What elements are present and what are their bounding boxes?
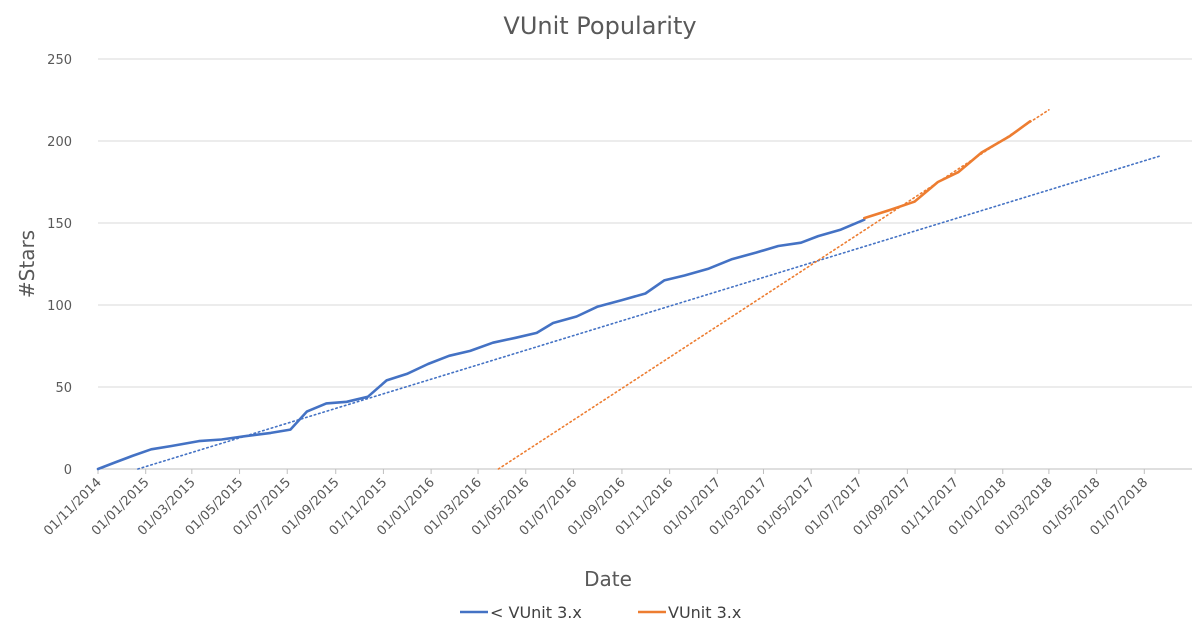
- series-line: [862, 120, 1032, 220]
- y-axis-ticks: 0 50 100 150 200 250: [47, 53, 72, 478]
- chart-title: VUnit Popularity: [503, 12, 696, 40]
- x-axis-title: Date: [584, 567, 632, 591]
- y-tick-label: 150: [47, 217, 72, 232]
- x-axis-ticks: 01/11/201401/01/201501/03/201501/05/2015…: [41, 469, 1151, 539]
- y-tick-label: 0: [64, 463, 72, 478]
- y-tick-label: 250: [47, 53, 72, 68]
- gridlines: [98, 58, 1192, 388]
- trendline: [137, 154, 1162, 470]
- legend-label: < VUnit 3.x: [490, 603, 582, 622]
- legend-label: VUnit 3.x: [668, 603, 741, 622]
- legend: < VUnit 3.x VUnit 3.x: [460, 603, 741, 622]
- y-tick-label: 100: [47, 299, 72, 314]
- y-axis-title: #Stars: [15, 230, 39, 298]
- trendlines: [137, 109, 1162, 470]
- y-tick-label: 200: [47, 135, 72, 150]
- series-line: [96, 218, 866, 471]
- trendline: [497, 109, 1050, 470]
- y-tick-label: 50: [55, 381, 72, 396]
- series-lines: [96, 120, 1032, 471]
